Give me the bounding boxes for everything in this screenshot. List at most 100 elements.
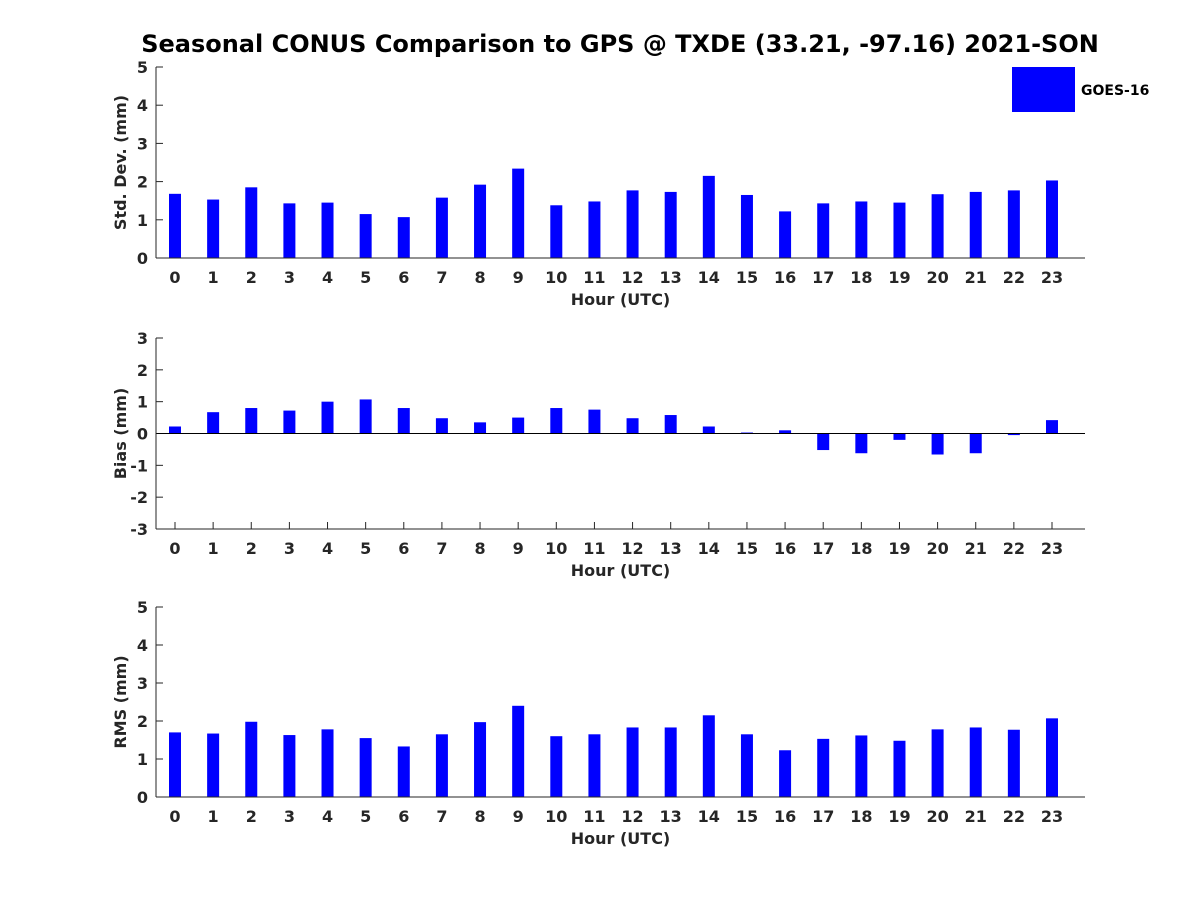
bar	[550, 408, 563, 434]
x-tick-label: 8	[474, 539, 485, 558]
bar	[626, 727, 639, 797]
y-tick-label: 2	[137, 712, 148, 731]
y-tick-label: 4	[137, 636, 148, 655]
x-tick-label: 1	[208, 807, 219, 826]
x-tick-label: 14	[698, 807, 720, 826]
bar	[321, 729, 334, 797]
x-tick-label: 6	[398, 539, 409, 558]
x-tick-label: 20	[926, 268, 948, 287]
bar	[779, 211, 792, 258]
bar	[169, 732, 181, 797]
bar	[588, 409, 601, 434]
bar	[664, 727, 677, 797]
bar	[1045, 718, 1058, 797]
bar	[779, 430, 792, 434]
bar	[817, 433, 830, 451]
bar	[474, 422, 487, 434]
bar	[855, 735, 868, 797]
y-tick-label: 3	[137, 134, 148, 153]
bar	[245, 408, 258, 434]
x-tick-label: 8	[474, 268, 485, 287]
x-tick-label: 16	[774, 539, 796, 558]
x-tick-label: 9	[513, 539, 524, 558]
x-tick-label: 13	[660, 807, 682, 826]
x-tick-label: 8	[474, 807, 485, 826]
bar	[321, 401, 334, 434]
bar	[550, 736, 563, 797]
bar	[1045, 420, 1058, 434]
y-tick-label: 0	[137, 249, 148, 268]
x-tick-label: 23	[1041, 539, 1063, 558]
x-tick-label: 21	[965, 807, 987, 826]
x-tick-label: 16	[774, 268, 796, 287]
bar	[245, 187, 258, 258]
y-axis-label: Bias (mm)	[111, 388, 130, 480]
bar	[969, 727, 982, 797]
bar	[435, 418, 448, 434]
x-tick-label: 1	[208, 539, 219, 558]
bar	[512, 168, 525, 258]
y-tick-label: 4	[137, 96, 148, 115]
x-tick-label: 18	[850, 268, 872, 287]
bar	[588, 201, 601, 258]
bar	[359, 399, 372, 434]
bar	[817, 738, 830, 797]
y-tick-label: 5	[137, 58, 148, 77]
x-tick-label: 14	[698, 268, 720, 287]
x-tick-label: 18	[850, 539, 872, 558]
x-tick-label: 13	[660, 268, 682, 287]
bar	[588, 734, 601, 797]
x-tick-label: 3	[284, 539, 295, 558]
x-tick-label: 10	[545, 268, 567, 287]
bar	[626, 190, 639, 258]
bar	[1007, 729, 1020, 797]
y-axis-label: RMS (mm)	[111, 655, 130, 748]
x-tick-label: 20	[926, 539, 948, 558]
y-tick-label: 1	[137, 211, 148, 230]
bar	[702, 426, 715, 434]
x-tick-label: 10	[545, 539, 567, 558]
x-axis-label: Hour (UTC)	[571, 829, 671, 848]
x-tick-label: 21	[965, 268, 987, 287]
bar	[817, 203, 830, 258]
x-tick-label: 21	[965, 539, 987, 558]
x-tick-label: 9	[513, 807, 524, 826]
bar	[321, 202, 334, 258]
x-tick-label: 5	[360, 268, 371, 287]
x-tick-label: 11	[583, 807, 605, 826]
bar	[931, 194, 944, 258]
bar	[931, 433, 944, 455]
bar	[626, 418, 639, 434]
bar	[397, 217, 410, 258]
x-tick-label: 17	[812, 268, 834, 287]
bar	[435, 734, 448, 797]
x-tick-label: 19	[888, 539, 910, 558]
x-tick-label: 15	[736, 539, 758, 558]
bar	[207, 199, 220, 258]
y-tick-label: 1	[137, 393, 148, 412]
x-tick-label: 11	[583, 539, 605, 558]
bar	[359, 214, 372, 258]
bar	[207, 733, 220, 797]
x-tick-label: 11	[583, 268, 605, 287]
x-tick-label: 19	[888, 268, 910, 287]
bar	[397, 408, 410, 434]
x-tick-label: 7	[436, 807, 447, 826]
bar	[664, 191, 677, 258]
bar	[664, 415, 677, 434]
x-tick-label: 12	[621, 539, 643, 558]
bar	[855, 201, 868, 258]
bar	[435, 197, 448, 258]
bar	[169, 193, 181, 258]
x-tick-label: 0	[169, 539, 180, 558]
x-axis-label: Hour (UTC)	[571, 561, 671, 580]
x-tick-label: 14	[698, 539, 720, 558]
x-tick-label: 7	[436, 268, 447, 287]
bar	[397, 746, 410, 797]
y-tick-label: 3	[137, 674, 148, 693]
bar	[969, 433, 982, 454]
x-tick-label: 23	[1041, 268, 1063, 287]
